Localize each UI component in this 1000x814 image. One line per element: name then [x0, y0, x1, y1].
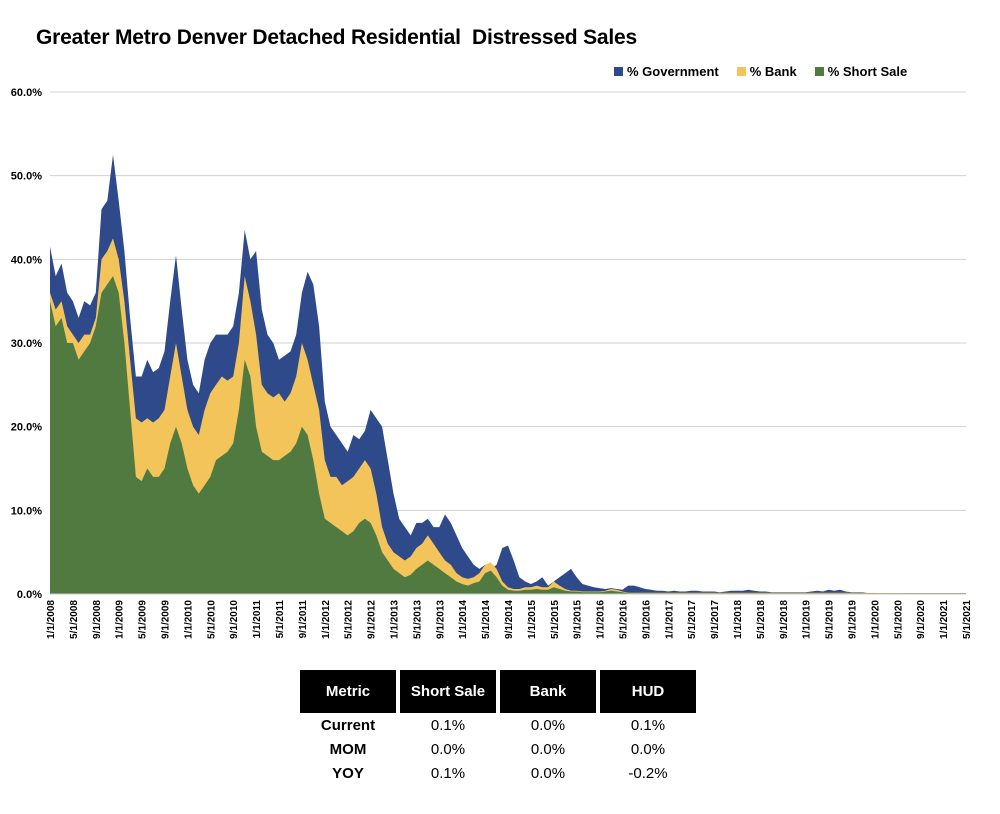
y-tick-label: 60.0%	[11, 87, 42, 99]
table-row: Current 0.1% 0.0% 0.1%	[300, 713, 696, 737]
x-tick-label: 1/1/2010	[183, 600, 194, 639]
x-tick-label: 5/1/2016	[619, 600, 630, 639]
y-tick-label: 10.0%	[11, 505, 42, 517]
x-tick-label: 1/1/2018	[733, 600, 744, 639]
x-tick-label: 1/1/2012	[321, 600, 332, 639]
x-tick-label: 5/1/2020	[893, 600, 904, 639]
row-label-current: Current	[320, 716, 376, 734]
legend-swatch-bank	[736, 67, 746, 76]
x-tick-label: 1/1/2013	[390, 600, 401, 639]
x-tick-label: 1/1/2016	[596, 600, 607, 639]
x-tick-label: 5/1/2015	[550, 600, 561, 639]
legend-label-short-sale: % Short Sale	[827, 64, 908, 79]
chart-legend: % Government % Bank % Short Sale	[614, 64, 907, 79]
x-tick-label: 9/1/2015	[573, 600, 584, 639]
x-tick-label: 9/1/2018	[779, 600, 790, 639]
area-short-sale	[50, 276, 966, 594]
legend-item-bank: % Bank	[736, 64, 797, 79]
x-tick-label: 1/1/2008	[46, 600, 57, 639]
x-tick-label: 5/1/2012	[344, 600, 355, 639]
cell-value: 0.0%	[530, 716, 566, 734]
x-tick-label: 9/1/2019	[848, 600, 859, 639]
table-row: YOY 0.1% 0.0% -0.2%	[300, 761, 696, 785]
header-hud: HUD	[600, 670, 696, 713]
x-tick-label: 9/1/2020	[916, 600, 927, 639]
x-tick-label: 1/1/2019	[802, 600, 813, 639]
row-label-yoy: YOY	[332, 764, 364, 782]
metrics-table: Metric Short Sale Bank HUD Current 0.1% …	[296, 670, 700, 785]
metrics-header-row: Metric Short Sale Bank HUD	[300, 670, 696, 713]
row-label-mom: MOM	[329, 740, 367, 758]
x-tick-label: 9/1/2009	[161, 600, 172, 639]
header-metric: Metric	[300, 670, 396, 713]
x-tick-label: 5/1/2014	[481, 600, 492, 639]
x-tick-label: 5/1/2021	[962, 600, 973, 639]
x-tick-label: 5/1/2008	[69, 600, 80, 639]
x-tick-label: 9/1/2013	[435, 600, 446, 639]
y-tick-label: 0.0%	[17, 589, 42, 601]
cell-value: 0.0%	[430, 740, 466, 758]
y-tick-label: 30.0%	[11, 338, 42, 350]
x-tick-label: 9/1/2008	[92, 600, 103, 639]
cell-value: -0.2%	[628, 764, 668, 782]
y-tick-label: 20.0%	[11, 422, 42, 434]
legend-swatch-short-sale	[814, 67, 824, 76]
x-tick-label: 1/1/2015	[527, 600, 538, 639]
x-tick-label: 1/1/2011	[252, 600, 263, 639]
area-chart: 0.0% 10.0% 20.0% 30.0% 40.0% 50.0% 60.0% 1/1/20…	[11, 87, 973, 639]
x-tick-label: 9/1/2017	[710, 600, 721, 639]
cell-value: 0.0%	[530, 764, 566, 782]
chart-title: Greater Metro Denver Detached Residentia…	[36, 26, 637, 49]
x-tick-label: 5/1/2018	[756, 600, 767, 639]
x-tick-label: 1/1/2014	[458, 600, 469, 639]
x-tick-label: 5/1/2009	[138, 600, 149, 639]
x-tick-label: 9/1/2012	[367, 600, 378, 639]
legend-swatch-government	[614, 67, 623, 76]
table-row: MOM 0.0% 0.0% 0.0%	[300, 737, 696, 761]
legend-item-short-sale: % Short Sale	[814, 64, 908, 79]
x-tick-label: 5/1/2010	[206, 600, 217, 639]
x-tick-label: 9/1/2016	[641, 600, 652, 639]
x-tick-label: 9/1/2011	[298, 600, 309, 639]
x-tick-label: 1/1/2021	[939, 600, 950, 639]
cell-value: 0.1%	[430, 764, 466, 782]
y-tick-label: 50.0%	[11, 171, 42, 183]
legend-label-bank: % Bank	[749, 64, 797, 79]
header-bank: Bank	[500, 670, 596, 713]
legend-label-government: % Government	[627, 64, 719, 79]
legend-item-government: % Government	[614, 64, 719, 79]
x-tick-label: 5/1/2013	[412, 600, 423, 639]
x-tick-label: 9/1/2014	[504, 600, 515, 639]
x-tick-label: 5/1/2017	[687, 600, 698, 639]
cell-value: 0.1%	[630, 716, 666, 734]
x-tick-label: 1/1/2017	[664, 600, 675, 639]
x-tick-label: 1/1/2009	[115, 600, 126, 639]
cell-value: 0.1%	[430, 716, 466, 734]
x-tick-label: 1/1/2020	[870, 600, 881, 639]
x-tick-label: 5/1/2011	[275, 600, 286, 639]
cell-value: 0.0%	[530, 740, 566, 758]
y-tick-label: 40.0%	[11, 254, 42, 266]
x-tick-label: 5/1/2019	[825, 600, 836, 639]
cell-value: 0.0%	[630, 740, 666, 758]
header-short-sale: Short Sale	[400, 670, 496, 713]
x-tick-label: 9/1/2010	[229, 600, 240, 639]
